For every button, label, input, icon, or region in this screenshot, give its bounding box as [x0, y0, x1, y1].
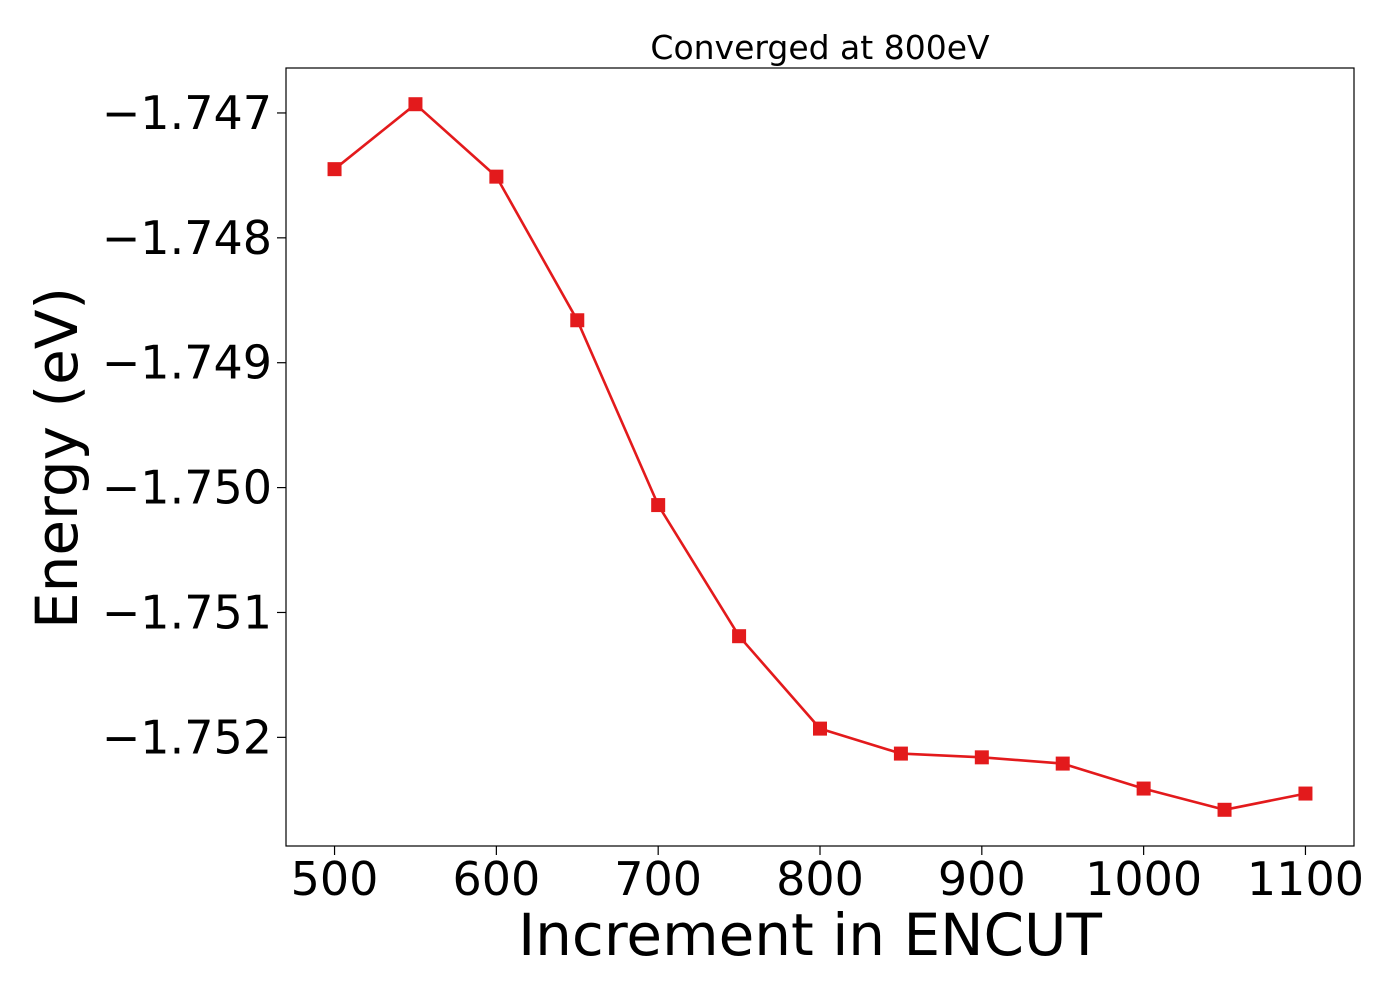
data-point: [732, 629, 747, 644]
chart-title: Converged at 800eV: [650, 28, 990, 67]
x-axis-label: Increment in ENCUT: [518, 901, 1102, 969]
data-point: [813, 721, 827, 736]
data-point: [1055, 756, 1070, 771]
data-point: [893, 746, 908, 761]
data-point: [489, 169, 504, 184]
x-tick-label: 500: [291, 852, 379, 906]
y-tick-label: −1.749: [102, 336, 272, 390]
y-tick-label: −1.748: [102, 211, 272, 265]
x-tick-label: 600: [452, 852, 540, 906]
data-point: [1136, 781, 1151, 796]
x-axis-ticks: 500 600 700 800 900 1000 1100: [291, 846, 1364, 906]
y-tick-label: −1.752: [102, 710, 272, 764]
data-point: [570, 313, 585, 328]
series-layer: [327, 97, 1313, 817]
data-point: [408, 97, 423, 112]
x-tick-label: 700: [614, 852, 702, 906]
data-point: [1217, 802, 1232, 817]
y-tick-label: −1.750: [102, 461, 272, 515]
x-tick-label: 800: [776, 852, 864, 906]
y-tick-label: −1.747: [102, 86, 272, 140]
x-tick-label: 1000: [1085, 852, 1202, 906]
x-tick-label: 1100: [1247, 852, 1364, 906]
data-point: [327, 162, 342, 177]
data-point: [651, 498, 666, 513]
y-axis-label: Energy (eV): [23, 287, 91, 629]
y-axis-ticks: −1.747 −1.748 −1.749 −1.750 −1.751 −1.752: [102, 86, 286, 764]
y-tick-label: −1.751: [102, 585, 272, 639]
data-point: [974, 750, 989, 765]
x-tick-label: 900: [938, 852, 1026, 906]
data-point: [1298, 786, 1313, 801]
